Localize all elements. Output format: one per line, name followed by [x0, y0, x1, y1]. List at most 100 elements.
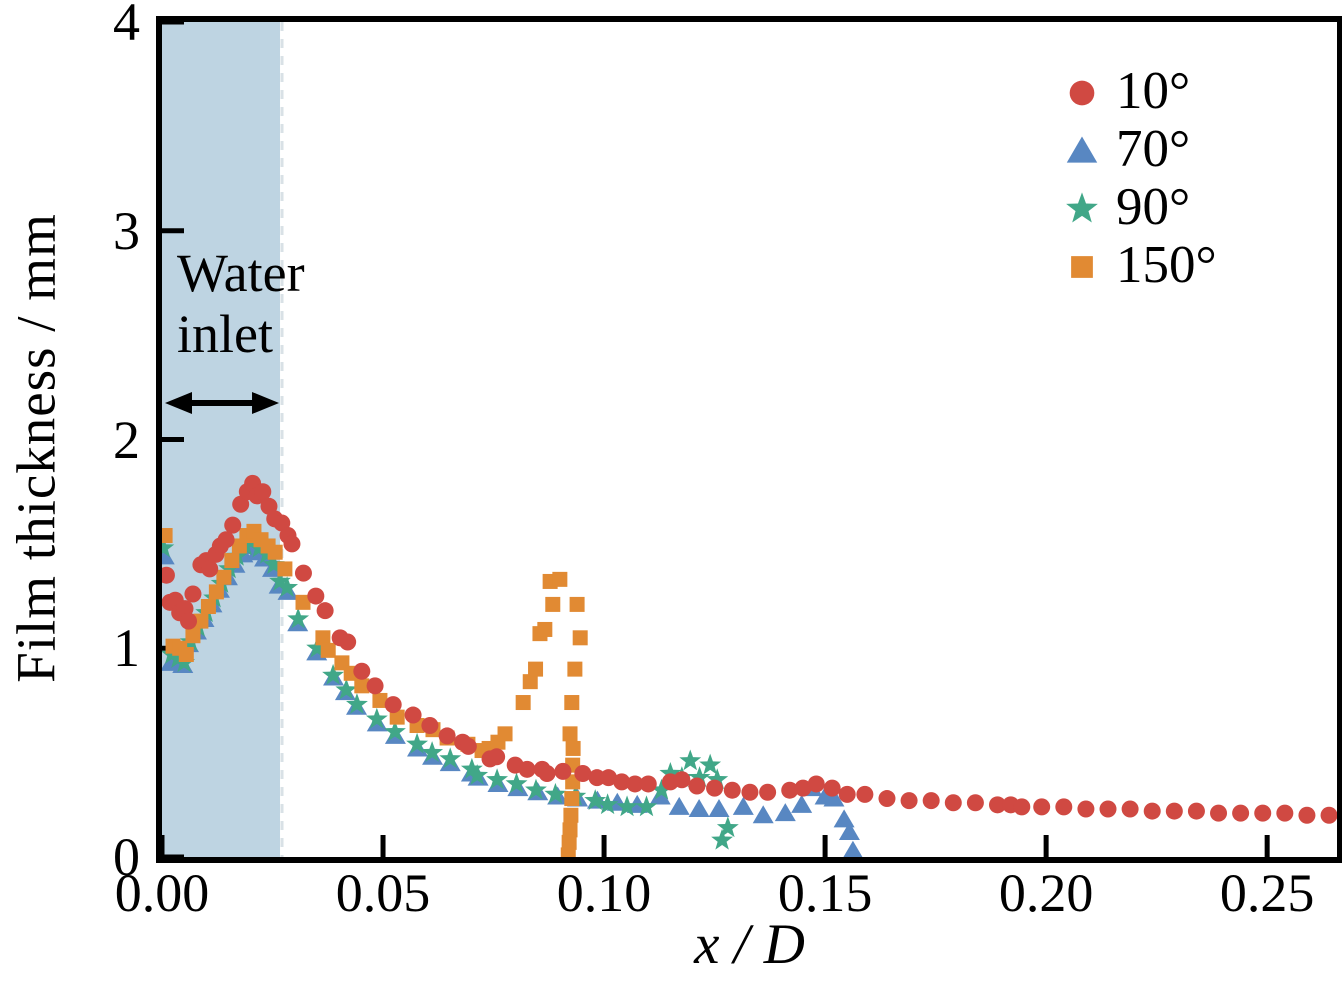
data-point-circle	[217, 531, 235, 549]
data-point-star	[287, 607, 310, 629]
data-point-star	[635, 795, 658, 817]
data-point-circle	[900, 792, 918, 810]
data-point-square	[162, 528, 173, 544]
data-point-circle	[1276, 804, 1294, 822]
x-tick-mark	[601, 835, 607, 857]
data-point-triangle	[668, 796, 690, 815]
data-point-square	[552, 571, 568, 587]
data-point-circle	[294, 564, 312, 582]
data-point-star	[406, 732, 429, 754]
data-point-circle	[316, 602, 334, 620]
data-point-circle	[856, 785, 874, 803]
data-point-triangle	[791, 794, 813, 813]
x-tick-label: 0.20	[998, 863, 1094, 923]
data-point-circle	[404, 706, 422, 724]
data-point-circle	[723, 781, 741, 799]
water-inlet-annotation-line1: Water	[177, 243, 305, 303]
x-tick-mark	[380, 835, 386, 857]
arrow-right-head-icon	[252, 392, 280, 414]
data-point-circle	[1013, 798, 1031, 816]
legend-item: 90°	[1063, 178, 1217, 236]
data-point-circle	[339, 633, 357, 651]
y-tick-mark	[162, 228, 184, 234]
legend-label: 90°	[1116, 178, 1191, 236]
data-point-square	[497, 726, 513, 742]
data-point-circle	[201, 560, 219, 578]
data-point-triangle	[688, 798, 710, 817]
data-point-circle	[922, 792, 940, 810]
data-point-triangle	[823, 788, 845, 807]
data-point-circle	[1077, 800, 1095, 818]
data-point-star	[616, 795, 638, 817]
data-point-square	[565, 740, 581, 756]
data-point-star	[421, 741, 444, 762]
data-point-circle	[759, 783, 777, 801]
data-point-circle	[706, 779, 724, 797]
data-point-triangle	[833, 809, 855, 828]
data-point-circle	[1210, 804, 1228, 822]
data-point-square	[561, 834, 577, 850]
x-tick-label: 0.15	[777, 863, 873, 923]
y-tick-label: 4	[113, 0, 140, 52]
data-point-triangle	[838, 821, 860, 840]
water-inlet-annotation-line2: inlet	[177, 304, 273, 364]
data-point-square	[537, 621, 553, 637]
data-point-triangle	[752, 805, 774, 824]
data-point-circle	[574, 765, 592, 782]
data-point-circle	[1187, 802, 1205, 820]
data-point-star	[439, 747, 462, 769]
data-point-star	[584, 789, 607, 810]
data-point-circle	[438, 727, 456, 745]
data-point-circle	[1055, 798, 1073, 816]
data-point-star	[306, 636, 329, 658]
data-point-star	[688, 766, 711, 787]
data-point-star	[525, 778, 547, 800]
data-point-circle	[254, 483, 272, 501]
data-point-star	[699, 753, 722, 775]
data-point-circle	[1320, 806, 1337, 824]
data-point-square	[572, 630, 588, 646]
data-point-square	[389, 709, 405, 725]
data-point-star	[544, 782, 567, 804]
data-point-star	[262, 553, 285, 575]
data-point-circle	[741, 783, 759, 801]
data-point-star	[335, 678, 358, 700]
data-point-circle	[421, 716, 439, 734]
data-point-square	[216, 569, 232, 585]
data-point-star	[365, 707, 388, 729]
data-point-circle	[807, 775, 825, 793]
data-point-circle	[283, 535, 301, 553]
data-point-square	[564, 791, 580, 807]
y-tick-label: 0	[113, 827, 140, 887]
data-point-circle	[232, 495, 250, 513]
legend-marker-square-icon	[1071, 255, 1093, 278]
data-point-circle	[878, 790, 896, 808]
data-point-circle	[180, 612, 198, 630]
data-point-square	[545, 596, 561, 612]
data-point-square	[295, 594, 311, 610]
data-point-circle	[538, 765, 556, 782]
data-point-star	[486, 768, 509, 790]
data-point-square	[193, 613, 209, 629]
data-point-square	[567, 661, 583, 677]
x-tick-label: 0.05	[335, 863, 431, 923]
data-point-circle	[366, 677, 384, 695]
data-point-circle	[838, 785, 856, 803]
y-tick-label: 2	[113, 409, 140, 470]
data-point-square	[200, 599, 216, 614]
data-point-star	[650, 778, 673, 800]
data-point-circle	[184, 585, 202, 603]
data-point-circle	[1254, 804, 1272, 822]
data-point-square	[224, 553, 240, 569]
data-point-circle	[988, 796, 1006, 814]
legend-label: 150°	[1116, 236, 1217, 294]
data-point-circle	[1099, 800, 1117, 818]
data-point-star	[716, 816, 739, 838]
legend-label: 70°	[1116, 120, 1191, 178]
data-point-circle	[944, 794, 962, 812]
data-point-square	[208, 584, 224, 600]
data-point-circle	[384, 696, 402, 714]
data-point-star	[659, 762, 682, 783]
legend-item: 10°	[1063, 65, 1217, 118]
